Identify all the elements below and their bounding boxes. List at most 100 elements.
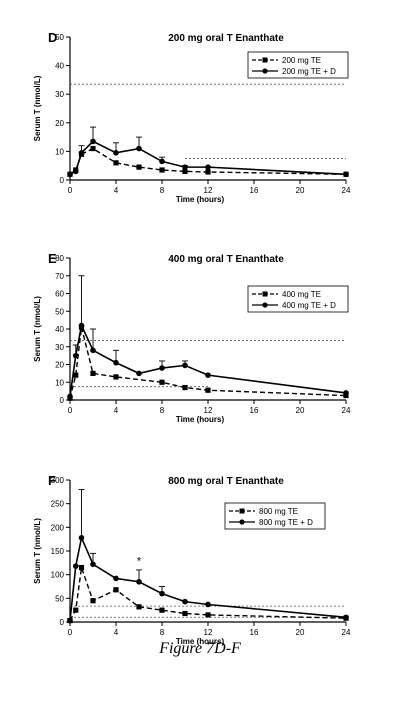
data-point — [90, 561, 96, 568]
data-point — [205, 372, 211, 378]
data-point — [205, 601, 211, 608]
data-point — [136, 604, 142, 610]
data-point — [113, 374, 119, 380]
y-tick-label: 80 — [55, 254, 64, 263]
y-tick-label: 60 — [55, 290, 64, 299]
legend-label: 400 mg TE + D — [282, 301, 336, 310]
data-point — [205, 169, 211, 175]
y-tick-label: 50 — [55, 33, 64, 42]
data-point — [90, 145, 96, 152]
data-point — [205, 164, 211, 170]
legend-label: 200 mg TE + D — [282, 67, 336, 76]
series-te — [67, 324, 349, 401]
x-tick-label: 20 — [296, 628, 305, 637]
y-tick-label: 50 — [55, 594, 64, 603]
x-tick-label: 0 — [68, 186, 73, 195]
y-tick-label: 30 — [55, 90, 64, 99]
y-tick-label: 40 — [55, 62, 64, 71]
series-te-plus-d — [67, 126, 349, 178]
y-tick-label: 200 — [51, 523, 65, 532]
data-point — [343, 171, 349, 178]
y-axis-label: Serum T (nmol/L) — [33, 518, 42, 584]
y-axis-label: Serum T (nmol/L) — [33, 296, 42, 362]
data-point — [205, 387, 211, 393]
legend-swatch-marker — [262, 291, 268, 297]
panel-letter: D — [48, 30, 57, 45]
chart-panel-f: F 800 mg oral T Enanthate0501001502002503… — [33, 473, 351, 646]
y-tick-label: 0 — [60, 176, 65, 185]
series-line — [69, 147, 347, 175]
panel-letter: F — [48, 473, 56, 488]
legend-swatch-marker — [262, 302, 268, 308]
annotation: * — [137, 555, 142, 567]
x-axis-label: Time (hours) — [176, 415, 225, 424]
x-tick-label: 16 — [250, 628, 259, 637]
data-point — [136, 578, 142, 585]
y-tick-label: 150 — [51, 547, 65, 556]
data-point — [113, 160, 119, 166]
y-tick-label: 250 — [51, 500, 65, 509]
legend: 800 mg TE 800 mg TE + D — [224, 502, 326, 530]
data-point — [67, 617, 73, 624]
series-line — [69, 535, 347, 621]
y-tick-label: 70 — [55, 272, 64, 281]
x-tick-label: 4 — [114, 628, 119, 637]
data-point — [72, 563, 79, 569]
y-tick-label: 50 — [55, 307, 64, 316]
data-point — [90, 598, 96, 604]
x-tick-label: 20 — [296, 406, 305, 415]
y-tick-label: 30 — [55, 343, 64, 352]
data-point — [182, 610, 188, 617]
data-point — [72, 352, 79, 359]
x-axis-label: Time (hours) — [176, 195, 225, 204]
panel-letter: E — [48, 251, 57, 266]
data-point — [182, 168, 188, 175]
data-point — [113, 575, 119, 582]
legend-label: 800 mg TE — [259, 507, 298, 516]
chart-panel-e: E 400 mg oral T Enanthate0102030405060708… — [33, 251, 351, 424]
legend: 400 mg TE 400 mg TE + D — [247, 285, 349, 313]
legend-label: 400 mg TE — [282, 290, 321, 299]
series-line — [69, 327, 347, 399]
data-point — [205, 612, 211, 618]
data-point — [159, 379, 165, 385]
x-tick-label: 4 — [114, 186, 119, 195]
data-point — [159, 158, 165, 165]
x-tick-label: 24 — [342, 406, 351, 415]
x-tick-label: 0 — [68, 628, 73, 637]
legend-swatch-marker — [239, 519, 245, 525]
x-tick-label: 8 — [160, 186, 165, 195]
data-point — [182, 384, 188, 391]
x-tick-label: 24 — [342, 186, 351, 195]
y-tick-label: 20 — [55, 119, 64, 128]
x-tick-label: 16 — [250, 406, 259, 415]
data-point — [67, 393, 73, 400]
x-tick-label: 24 — [342, 628, 351, 637]
legend-swatch-marker — [262, 57, 268, 63]
data-point — [159, 365, 165, 371]
chart-panel-d: D 200 mg oral T Enanthate 0 10 20 30 40 50 0 4 8 12… — [33, 30, 351, 204]
data-point — [73, 372, 79, 378]
x-tick-label: 12 — [204, 186, 213, 195]
x-tick-label: 12 — [204, 406, 213, 415]
data-point — [182, 164, 188, 170]
x-axis-label: Time (hours) — [176, 637, 225, 646]
data-point — [182, 598, 188, 605]
data-point — [73, 607, 79, 613]
x-tick-label: 8 — [160, 628, 165, 637]
chart-title: 400 mg oral T Enanthate — [168, 254, 284, 265]
chart-title: 800 mg oral T Enanthate — [168, 476, 284, 487]
y-axis-label: Serum T (nmol/L) — [33, 75, 42, 141]
y-tick-label: 0 — [60, 396, 65, 405]
y-tick-label: 40 — [55, 325, 64, 334]
legend-label: 800 mg TE + D — [259, 518, 313, 527]
legend-label: 200 mg TE — [282, 56, 321, 65]
data-point — [136, 164, 142, 170]
legend-swatch-marker — [239, 508, 245, 514]
data-point — [78, 564, 85, 571]
data-point — [136, 370, 142, 377]
data-point — [113, 359, 119, 366]
chart-title: 200 mg oral T Enanthate — [168, 33, 284, 44]
data-point — [90, 370, 96, 376]
